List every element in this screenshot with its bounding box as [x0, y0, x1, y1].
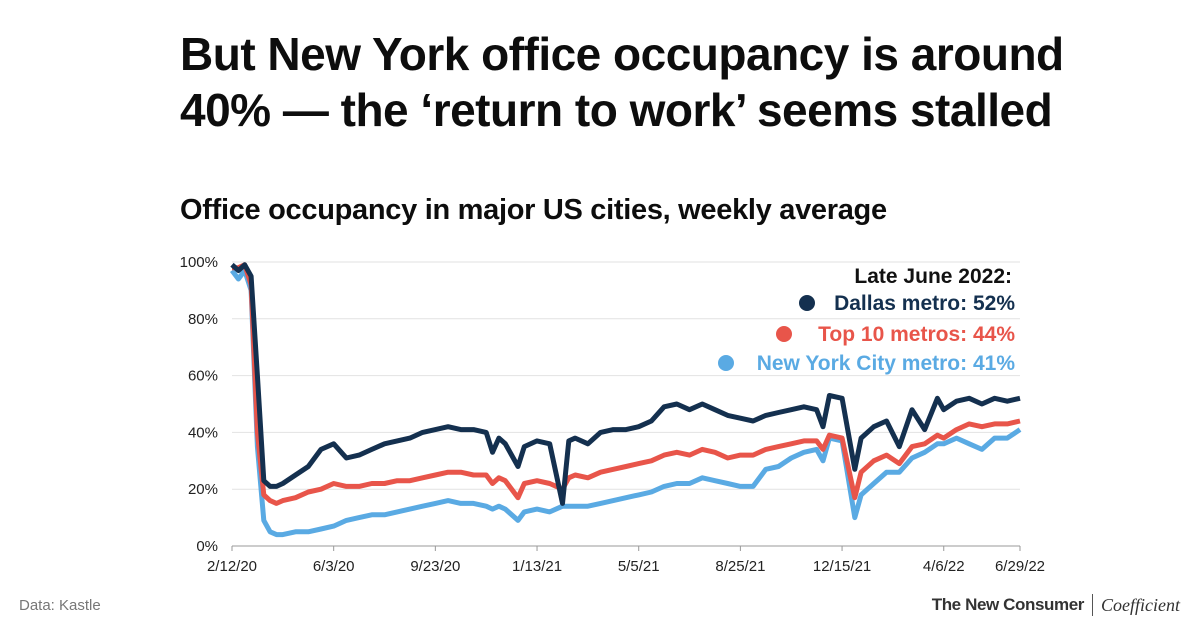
y-tick-label: 40%: [188, 424, 218, 441]
x-tick-label: 9/23/20: [410, 558, 460, 575]
x-tick-label: 2/12/20: [207, 558, 257, 575]
brand-coefficient-logo: Coefficient: [1101, 594, 1180, 615]
legend-label: Top 10 metros: 44%: [818, 323, 1015, 346]
legend-label: New York City metro: 41%: [757, 352, 1016, 375]
series-line-top-10-metros: [232, 262, 1021, 506]
legend-marker: [718, 355, 734, 371]
legend: Late June 2022: Dallas metro: 52% Top 10 m…: [718, 265, 1015, 375]
brand-logos: The New Consumer Coefficient: [932, 594, 1180, 616]
headline-line-2: 40% — the ‘return to work’ seems stalled: [180, 84, 1053, 136]
legend-label: Dallas metro: 52%: [834, 292, 1015, 315]
x-tick-label: 1/13/21: [512, 558, 562, 575]
legend-title: Late June 2022:: [854, 265, 1012, 288]
source-note: Data: Kastle: [19, 597, 101, 614]
y-axis-ticks: 0% 20% 40% 60% 80% 100%: [180, 254, 218, 555]
x-tick-label: 12/15/21: [813, 558, 871, 575]
chart-title: Office occupancy in major US cities, wee…: [180, 194, 887, 226]
grid-lines: [232, 261, 1020, 547]
series-line-new-york-city-metro: [230, 268, 1022, 538]
series-lines: [230, 262, 1022, 538]
y-tick-label: 20%: [188, 481, 218, 498]
headline-line-1: But New York office occupancy is around: [180, 28, 1064, 80]
y-tick-label: 60%: [188, 368, 218, 385]
x-axis-ticks: 2/12/20 6/3/20 9/23/20 1/13/21 5/5/21 8/25/21…: [207, 546, 1045, 575]
brand-new-consumer-logo: The New Consumer: [931, 595, 1085, 614]
y-tick-label: 100%: [180, 254, 218, 271]
x-tick-label: 8/25/21: [715, 558, 765, 575]
y-tick-label: 0%: [196, 538, 218, 555]
brand-divider: [1092, 594, 1094, 616]
series-line-dallas-metro: [230, 262, 1021, 506]
x-tick-label: 4/6/22: [923, 558, 965, 575]
x-tick-label: 5/5/21: [618, 558, 660, 575]
x-tick-label: 6/3/20: [313, 558, 355, 575]
x-tick-label: 6/29/22: [995, 558, 1045, 575]
headline: But New York office occupancy is around …: [180, 26, 1160, 138]
legend-marker: [776, 326, 792, 342]
legend-marker: [799, 295, 815, 311]
y-tick-label: 80%: [188, 311, 218, 328]
